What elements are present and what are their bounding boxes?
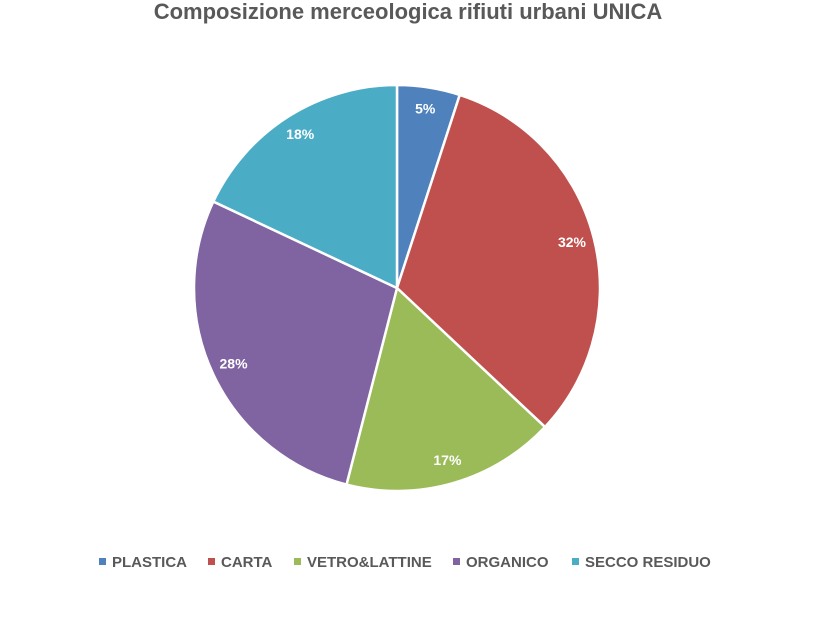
legend-label: VETRO&LATTINE [307,554,432,571]
legend-marker [294,558,301,565]
data-label: 18% [286,126,315,142]
legend-label: CARTA [221,554,273,571]
legend-marker [99,558,106,565]
pie-slice [192,199,399,487]
legend-label: ORGANICO [466,554,549,571]
data-label: 17% [433,452,462,468]
legend-marker [208,558,215,565]
legend-label: PLASTICA [112,554,187,571]
pie-slice [344,285,547,493]
legend-marker [453,558,460,565]
legend-label: SECCO RESIDUO [585,554,711,571]
data-label: 32% [558,234,587,250]
data-label: 5% [415,100,436,116]
chart-title: Composizione merceologica rifiuti urbani… [154,0,663,24]
pie-slice [395,93,602,429]
data-label: 28% [220,356,249,372]
legend-marker [572,558,579,565]
pie-slice [211,83,399,290]
